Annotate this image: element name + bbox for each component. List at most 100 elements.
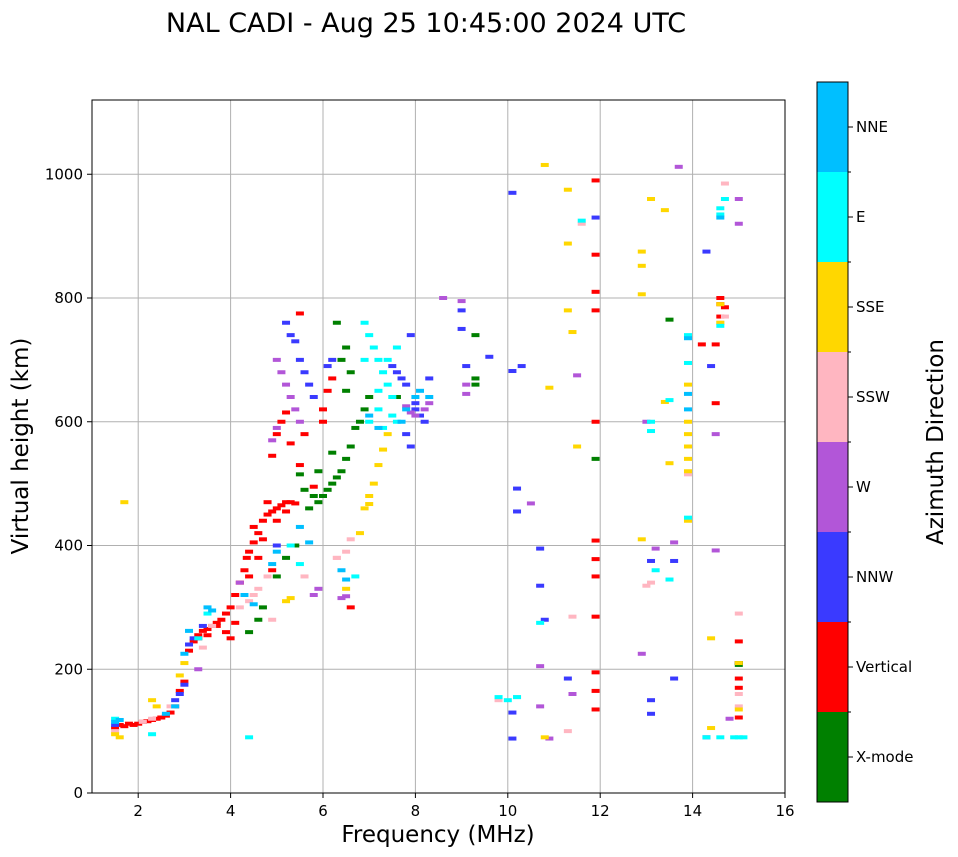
echo-point-vertical: [129, 722, 138, 727]
echo-point-nnw: [420, 419, 429, 424]
x-axis: 2 4 6 8 10 12 14 16: [133, 793, 795, 820]
echo-point-vertical: [221, 611, 230, 616]
echo-point-nnw: [328, 357, 337, 362]
echo-point-w: [568, 692, 577, 696]
echo-point-x-mode: [591, 456, 600, 461]
echo-point-nne: [411, 395, 420, 399]
echo-point-sse: [115, 735, 124, 740]
echo-point-ssw: [166, 704, 175, 709]
echo-point-x-mode: [319, 494, 327, 498]
echo-point-e: [716, 206, 725, 211]
echo-point-e: [665, 577, 674, 582]
echo-point-e: [351, 574, 360, 579]
echo-point-sse: [660, 208, 669, 213]
echo-point-vertical: [282, 410, 291, 415]
echo-point-vertical: [254, 531, 263, 536]
colorbar-swatch: [817, 622, 848, 712]
echo-point-e: [739, 735, 748, 740]
echo-point-ssw: [568, 614, 577, 619]
echo-point-ssw: [263, 574, 272, 579]
echo-point-sse: [540, 162, 549, 167]
echo-point-e: [383, 382, 392, 387]
echo-point-sse: [148, 698, 157, 703]
echo-point-w: [268, 438, 277, 443]
echo-point-e: [734, 735, 743, 740]
echo-point-ssw: [111, 729, 120, 734]
echo-point-nnw: [323, 364, 332, 369]
echo-point-vertical: [242, 555, 251, 560]
colorbar-swatch: [817, 532, 848, 622]
y-tick-label: 400: [54, 537, 83, 555]
echo-point-w: [406, 410, 415, 415]
colorbar-swatch: [817, 442, 848, 532]
echo-point-nnw: [198, 623, 207, 628]
echo-point-sse: [175, 673, 184, 678]
echo-point-vertical: [291, 501, 300, 506]
echo-point-nne: [240, 593, 249, 597]
grid: [92, 100, 786, 794]
echo-point-sse: [734, 707, 743, 712]
echo-point-nne: [208, 608, 217, 613]
echo-point-vertical: [203, 627, 212, 632]
colorbar-tick-label: X-mode: [856, 748, 913, 766]
echo-point-w: [651, 546, 660, 551]
echo-point-vertical: [194, 633, 203, 638]
echo-point-nnw: [309, 395, 318, 399]
echo-point-e: [577, 218, 586, 223]
echo-point-ssw: [300, 574, 309, 579]
echo-point-vertical: [203, 633, 212, 638]
echo-point-x-mode: [332, 320, 341, 325]
echo-point-sse: [573, 444, 582, 449]
echo-point-nne: [161, 711, 170, 716]
echo-point-vertical: [591, 538, 600, 543]
x-axis-label: Frequency (MHz): [341, 822, 534, 848]
echo-point-vertical: [286, 500, 295, 505]
echo-point-nnw: [411, 401, 420, 406]
echo-point-vertical: [245, 574, 254, 579]
echo-point-nnw: [508, 369, 517, 374]
echo-point-nnw: [508, 736, 517, 741]
echo-point-nnw: [517, 364, 526, 369]
echo-point-vertical: [249, 524, 258, 529]
echo-point-ssw: [734, 692, 743, 696]
echo-point-nne: [402, 407, 411, 412]
colorbar-tick-label: E: [856, 208, 865, 226]
echo-point-nnw: [647, 698, 656, 703]
echo-point-e: [374, 357, 383, 362]
echo-point-vertical: [189, 639, 198, 644]
echo-point-w: [194, 667, 203, 672]
echo-point-nne: [305, 540, 314, 545]
echo-point-sse: [342, 586, 351, 591]
echo-point-nnw: [647, 558, 656, 563]
echo-point-vertical: [300, 432, 309, 437]
echo-point-vertical: [258, 537, 267, 542]
echo-point-vertical: [254, 555, 263, 560]
echo-point-sse: [683, 469, 692, 474]
echo-point-nne: [683, 391, 692, 396]
echo-point-nnw: [457, 326, 466, 331]
echo-point-nnw: [508, 190, 517, 195]
echo-point-sse: [180, 661, 189, 666]
echo-point-nne: [337, 568, 346, 573]
echo-point-nne: [397, 419, 406, 424]
echo-point-sse: [683, 419, 692, 424]
echo-point-nnw: [300, 370, 309, 375]
echo-point-vertical: [221, 630, 230, 635]
echo-point-vertical: [212, 623, 221, 628]
echo-point-e: [720, 197, 729, 201]
echo-point-vertical: [272, 518, 281, 523]
echo-point-nne: [249, 602, 258, 607]
echo-point-w: [462, 382, 471, 387]
echo-point-vertical: [245, 549, 254, 554]
colorbar-swatch: [817, 352, 848, 442]
echo-point-e: [494, 695, 503, 700]
echo-point-nne: [171, 704, 180, 709]
echo-point-ssw: [268, 617, 277, 622]
echo-point-x-mode: [332, 475, 341, 480]
echo-point-w: [526, 501, 535, 506]
echo-point-w: [286, 395, 295, 399]
echo-point-sse: [716, 302, 725, 307]
colorbar-tick-label: Vertical: [856, 658, 912, 676]
echo-point-vertical: [591, 252, 600, 257]
echo-point-w: [342, 594, 351, 599]
